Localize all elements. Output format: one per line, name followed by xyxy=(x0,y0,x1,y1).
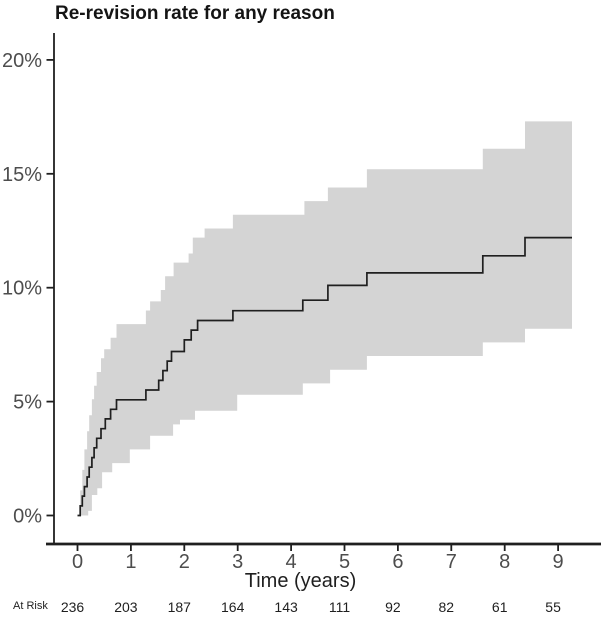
at-risk-count: 164 xyxy=(221,599,245,615)
confidence-band xyxy=(77,121,572,516)
at-risk-count: 187 xyxy=(168,599,192,615)
at-risk-label: At Risk xyxy=(13,600,48,612)
at-risk-count: 82 xyxy=(439,599,455,615)
x-axis-tick-label: 9 xyxy=(553,551,564,573)
y-axis-tick-label: 0% xyxy=(13,506,42,528)
y-axis-tick-label: 15% xyxy=(2,164,42,186)
at-risk-count: 236 xyxy=(61,599,85,615)
x-axis-tick-label: 5 xyxy=(339,551,350,573)
y-axis-tick-label: 5% xyxy=(13,392,42,414)
x-axis-tick-label: 8 xyxy=(499,551,510,573)
x-axis-tick-label: 6 xyxy=(392,551,403,573)
chart-title: Re-revision rate for any reason xyxy=(55,3,335,24)
y-axis-tick-label: 10% xyxy=(2,278,42,300)
y-axis-tick-label: 20% xyxy=(2,50,42,72)
x-axis-tick-label: 3 xyxy=(232,551,243,573)
km-step-curve xyxy=(77,236,572,517)
x-axis-tick-label: 0 xyxy=(72,551,83,573)
x-axis-tick-label: 7 xyxy=(446,551,457,573)
at-risk-count: 61 xyxy=(492,599,508,615)
at-risk-count: 92 xyxy=(385,599,401,615)
x-axis-tick-label: 2 xyxy=(179,551,190,573)
x-axis-title: Time (years) xyxy=(244,570,357,592)
at-risk-count: 143 xyxy=(274,599,298,615)
at-risk-count: 203 xyxy=(114,599,138,615)
x-axis-tick-label: 4 xyxy=(286,551,297,573)
at-risk-count: 111 xyxy=(329,599,350,615)
x-axis-tick-label: 1 xyxy=(125,551,136,573)
at-risk-count: 55 xyxy=(545,599,561,615)
